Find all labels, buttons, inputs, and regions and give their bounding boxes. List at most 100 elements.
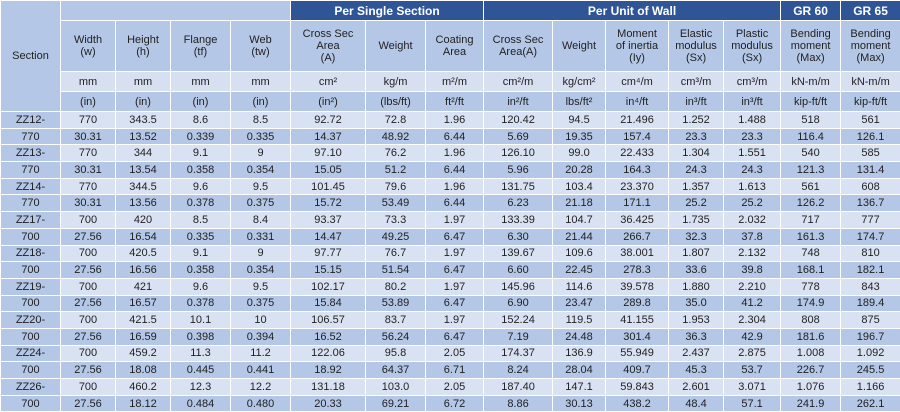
- group-header: Per Unit of Wall: [484, 1, 781, 21]
- group-header: GR 60: [781, 1, 841, 21]
- data-cell: 8.86: [484, 395, 553, 412]
- data-cell: 92.72: [291, 112, 366, 129]
- column-header-line: Width: [63, 34, 113, 46]
- data-cell: 8.24: [484, 362, 553, 379]
- column-header-line: Cross Sec: [293, 28, 363, 40]
- data-cell: 608: [841, 178, 900, 195]
- section-name: 770: [1, 195, 61, 212]
- data-cell: 1.953: [669, 312, 724, 329]
- data-cell: 6.44: [426, 195, 484, 212]
- column-header: Weight: [366, 21, 426, 72]
- data-cell: 0.331: [231, 228, 291, 245]
- data-cell: 1.488: [724, 112, 781, 129]
- data-cell: 0.445: [171, 362, 231, 379]
- data-cell: 72.8: [366, 112, 426, 129]
- data-cell: 8.5: [171, 212, 231, 229]
- data-cell: 421.5: [116, 312, 171, 329]
- data-cell: 2.05: [426, 379, 484, 396]
- data-cell: 27.56: [61, 295, 116, 312]
- unit-cell: ft²/ft: [426, 92, 484, 112]
- data-cell: 1.357: [669, 178, 724, 195]
- data-cell: 174.7: [841, 228, 900, 245]
- data-cell: 700: [61, 312, 116, 329]
- data-cell: 48.92: [366, 128, 426, 145]
- data-cell: 0.375: [231, 195, 291, 212]
- data-cell: 460.2: [116, 379, 171, 396]
- data-cell: 164.3: [606, 162, 669, 179]
- data-cell: 6.72: [426, 395, 484, 412]
- data-cell: 27.56: [61, 395, 116, 412]
- unit-cell: kip-ft/ft: [781, 92, 841, 112]
- section-name: ZZ13-: [1, 145, 61, 162]
- column-header: Height(h): [116, 21, 171, 72]
- data-cell: 0.484: [171, 395, 231, 412]
- data-cell: 700: [61, 245, 116, 262]
- data-cell: 2.875: [724, 345, 781, 362]
- data-cell: 80.2: [366, 278, 426, 295]
- data-cell: 48.4: [669, 395, 724, 412]
- data-cell: 27.56: [61, 328, 116, 345]
- unit-cell: (in): [231, 92, 291, 112]
- data-cell: 116.4: [781, 128, 841, 145]
- data-cell: 51.2: [366, 162, 426, 179]
- header-row: Width(w)Height(h)Flange(tf)Web(tw)Cross …: [1, 21, 900, 72]
- data-cell: 161.3: [781, 228, 841, 245]
- data-cell: 8.4: [231, 212, 291, 229]
- data-cell: 157.4: [606, 128, 669, 145]
- unit-cell: (in): [171, 92, 231, 112]
- data-cell: 76.7: [366, 245, 426, 262]
- data-cell: 15.72: [291, 195, 366, 212]
- column-header: Flange(tf): [171, 21, 231, 72]
- data-cell: 0.441: [231, 362, 291, 379]
- column-header-line: Area(A): [486, 46, 550, 58]
- unit-cell: (in): [116, 92, 171, 112]
- data-cell: 1.807: [669, 245, 724, 262]
- data-cell: 19.35: [553, 128, 606, 145]
- data-cell: 301.4: [606, 328, 669, 345]
- data-cell: 23.47: [553, 295, 606, 312]
- data-cell: 18.92: [291, 362, 366, 379]
- data-cell: 145.96: [484, 278, 553, 295]
- data-cell: 1.304: [669, 145, 724, 162]
- data-cell: 770: [61, 178, 116, 195]
- data-cell: 93.37: [291, 212, 366, 229]
- data-cell: 33.6: [669, 262, 724, 279]
- data-cell: 15.15: [291, 262, 366, 279]
- data-cell: 139.67: [484, 245, 553, 262]
- data-cell: 119.5: [553, 312, 606, 329]
- data-cell: 49.25: [366, 228, 426, 245]
- group-header: Per Single Section: [291, 1, 484, 21]
- section-name: ZZ20-: [1, 312, 61, 329]
- data-cell: 20.28: [553, 162, 606, 179]
- unit-cell: kg/m: [366, 72, 426, 92]
- data-cell: 9.5: [231, 278, 291, 295]
- data-cell: 23.3: [724, 128, 781, 145]
- unit-cell: kN-m/m: [841, 72, 900, 92]
- data-cell: 344: [116, 145, 171, 162]
- data-cell: 36.3: [669, 328, 724, 345]
- data-cell: 39.578: [606, 278, 669, 295]
- data-cell: 2.032: [724, 212, 781, 229]
- unit-cell: kg/cm²: [553, 72, 606, 92]
- column-header: Weight: [553, 21, 606, 72]
- data-cell: 262.1: [841, 395, 900, 412]
- data-cell: 6.44: [426, 128, 484, 145]
- data-cell: 32.3: [669, 228, 724, 245]
- data-cell: 6.47: [426, 228, 484, 245]
- data-cell: 95.8: [366, 345, 426, 362]
- data-cell: 9.1: [171, 245, 231, 262]
- data-cell: 9.1: [171, 145, 231, 162]
- data-cell: 2.437: [669, 345, 724, 362]
- data-cell: 13.54: [116, 162, 171, 179]
- data-cell: 104.7: [553, 212, 606, 229]
- data-cell: 10: [231, 312, 291, 329]
- data-cell: 540: [781, 145, 841, 162]
- blank-header: [61, 1, 291, 21]
- data-cell: 11.3: [171, 345, 231, 362]
- data-cell: 97.10: [291, 145, 366, 162]
- column-header-line: (Sx): [726, 52, 778, 64]
- column-header-line: modulus: [671, 40, 721, 52]
